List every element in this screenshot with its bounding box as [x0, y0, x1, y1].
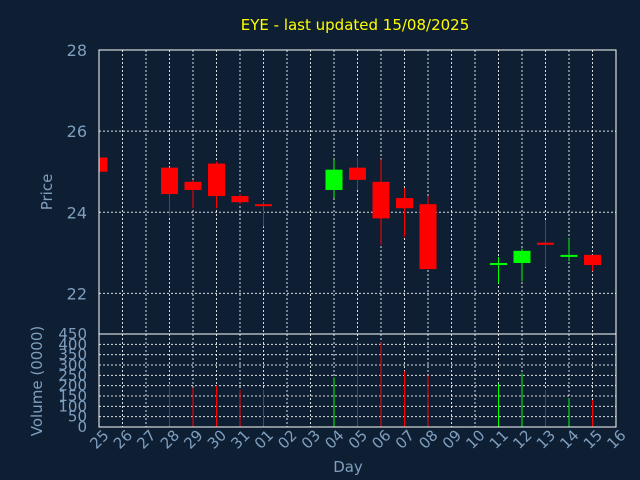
- volume-tick-label: 250: [58, 366, 87, 384]
- volume-tick-label: 400: [58, 335, 87, 353]
- candle-body: [584, 254, 601, 266]
- date-tick-label: 29: [180, 426, 206, 452]
- date-tick-label: 25: [86, 426, 112, 452]
- date-tick-label: 05: [345, 426, 371, 452]
- candle-body: [490, 263, 507, 266]
- price-tick-label: 28: [67, 41, 87, 60]
- date-tick-label: 10: [462, 426, 488, 452]
- candle-body: [349, 167, 366, 180]
- volume-tick-label: 0: [77, 418, 87, 436]
- date-tick-label: 30: [204, 426, 230, 452]
- price-tick-label: 26: [67, 122, 87, 141]
- volume-tick-label: 450: [58, 325, 87, 343]
- volume-tick-label: 200: [58, 377, 87, 395]
- date-tick-label: 02: [274, 426, 300, 452]
- candle-body: [208, 163, 225, 197]
- date-tick-label: 14: [556, 426, 582, 452]
- candle-body: [99, 157, 108, 172]
- candle-body: [372, 181, 390, 219]
- candle-body: [184, 181, 202, 190]
- candle-body: [396, 198, 413, 209]
- date-tick-label: 01: [251, 426, 277, 452]
- price-tick-label: 24: [67, 203, 87, 222]
- candle-body: [325, 169, 343, 190]
- date-tick-label: 26: [110, 426, 136, 452]
- candle-body: [537, 242, 554, 245]
- date-tick-label: 07: [392, 426, 418, 452]
- candle-body: [419, 204, 437, 270]
- date-tick-label: 08: [415, 426, 441, 452]
- x-axis-label: Day: [333, 458, 363, 476]
- date-tick-label: 03: [298, 426, 324, 452]
- date-labels: 2526272829303101020304050607080910111213…: [86, 426, 629, 452]
- date-tick-label: 04: [321, 426, 347, 452]
- volume-axis-label: Volume (0000): [28, 326, 46, 436]
- volume-tick-label: 50: [68, 408, 87, 426]
- candle-body: [513, 250, 531, 263]
- candle-body: [231, 196, 249, 203]
- price-tick-label: 22: [67, 284, 87, 303]
- chart-title: EYE - last updated 15/08/2025: [241, 16, 470, 34]
- date-tick-label: 28: [157, 426, 183, 452]
- volume-tick-label: 150: [58, 387, 87, 405]
- date-tick-label: 27: [133, 426, 159, 452]
- date-tick-label: 12: [509, 426, 535, 452]
- candle-body: [161, 167, 178, 195]
- date-tick-label: 13: [533, 426, 559, 452]
- price-axis-label: Price: [38, 174, 56, 211]
- volume-tick-label: 100: [58, 397, 87, 415]
- date-tick-label: 16: [603, 426, 629, 452]
- price-panel: 22 24 26 28: [67, 41, 617, 335]
- date-tick-label: 15: [580, 426, 606, 452]
- volume-tick-label: 350: [58, 346, 87, 364]
- volume-frame: [98, 333, 617, 428]
- candle-body: [255, 204, 272, 207]
- volume-tick-label: 300: [58, 356, 87, 374]
- date-tick-label: 06: [368, 426, 394, 452]
- date-tick-label: 11: [486, 426, 512, 452]
- candle-body: [560, 254, 578, 257]
- date-tick-label: 09: [439, 426, 465, 452]
- date-tick-label: 31: [227, 426, 253, 452]
